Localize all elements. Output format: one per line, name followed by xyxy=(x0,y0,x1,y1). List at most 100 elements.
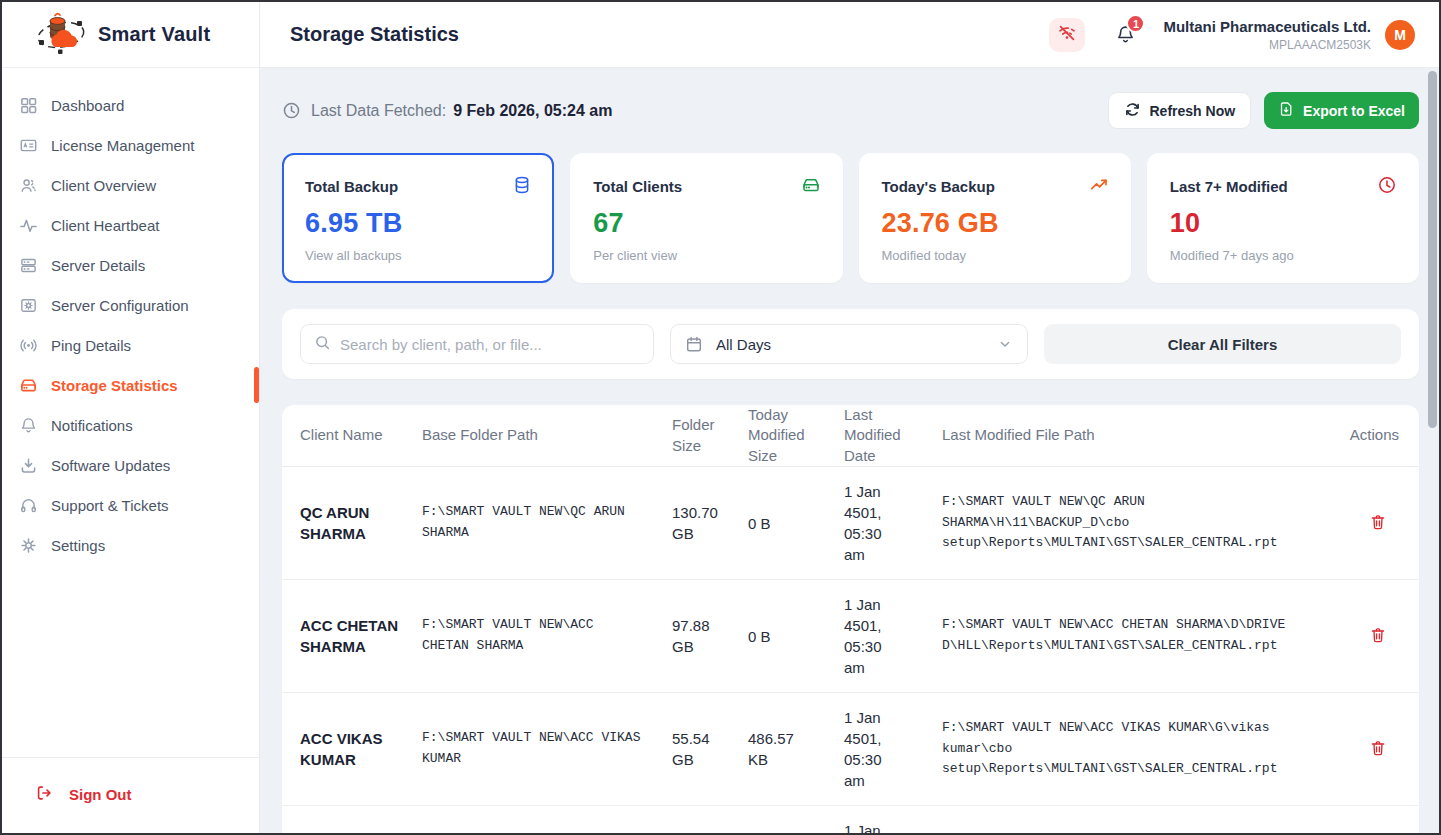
sidebar-item-label: Ping Details xyxy=(51,337,131,354)
base-folder-path-cell: F:\SMART VAULT NEW\ACC CHETAN SHARMA xyxy=(422,615,672,657)
stat-title: Last 7+ Modified xyxy=(1170,175,1288,195)
sidebar-item-settings[interactable]: Settings xyxy=(2,525,259,565)
trash-icon xyxy=(1369,739,1387,760)
stat-value: 10 xyxy=(1170,208,1397,239)
dashboard-icon xyxy=(19,96,38,115)
base-folder-path-cell: F:\SMART VAULT NEW\ACC VIKAS KUMAR xyxy=(422,728,672,770)
last-modified-date-cell: 1 Jan 4501, 05:30 am xyxy=(844,594,942,678)
notification-badge: 1 xyxy=(1126,14,1145,33)
client-name-cell: ACC CHETAN SHARMA xyxy=(300,615,422,657)
sign-out-label: Sign Out xyxy=(69,786,132,803)
table-body: QC ARUN SHARMAF:\SMART VAULT NEW\QC ARUN… xyxy=(282,467,1419,833)
sidebar-item-label: Software Updates xyxy=(51,457,170,474)
chevron-down-icon xyxy=(997,336,1013,352)
sidebar-item-label: Client Heartbeat xyxy=(51,217,159,234)
database-icon xyxy=(512,175,532,199)
topbar: Storage Statistics xyxy=(260,2,1439,68)
smart-vault-logo xyxy=(35,10,87,60)
export-to-excel-button[interactable]: Export to Excel xyxy=(1264,92,1419,129)
actions-cell xyxy=(1333,513,1401,534)
sidebar-item-client-overview[interactable]: Client Overview xyxy=(2,165,259,205)
sidebar-item-storage-statistics[interactable]: Storage Statistics xyxy=(2,365,259,405)
company-info: Multani Pharmaceuticals Ltd. MPLAAACM250… xyxy=(1163,18,1371,52)
stat-caption: View all backups xyxy=(305,248,532,263)
sidebar-item-label: Storage Statistics xyxy=(51,377,178,394)
stat-caption: Per client view xyxy=(593,248,820,263)
sign-out-button[interactable]: Sign Out xyxy=(2,757,259,833)
day-filter-value: All Days xyxy=(716,336,771,353)
clock-icon xyxy=(282,101,301,120)
app-window: Smart Vault DashboardLicense ManagementC… xyxy=(2,2,1439,833)
search-icon xyxy=(314,334,331,355)
delete-button[interactable] xyxy=(1369,739,1387,760)
column-header-client-name: Client Name xyxy=(300,425,422,445)
sidebar-item-dashboard[interactable]: Dashboard xyxy=(2,85,259,125)
avatar[interactable]: M xyxy=(1385,20,1415,50)
trending-up-icon xyxy=(1089,175,1109,199)
delete-button[interactable] xyxy=(1369,626,1387,647)
stat-card-total-backup[interactable]: Total Backup6.95 TBView all backups xyxy=(282,153,554,283)
last-modified-file-path-cell: F:\SMART VAULT NEW\ACC CHETAN SHARMA\D\D… xyxy=(942,615,1333,657)
topbar-right: 1 Multani Pharmaceuticals Ltd. MPLAAACM2… xyxy=(1049,18,1415,52)
connection-status-button[interactable] xyxy=(1049,18,1085,52)
filter-bar: All Days Clear All Filters xyxy=(282,309,1419,379)
calendar-icon xyxy=(685,335,703,353)
sidebar-item-server-details[interactable]: Server Details xyxy=(2,245,259,285)
stat-title: Today's Backup xyxy=(882,175,995,195)
sidebar-item-label: Server Configuration xyxy=(51,297,189,314)
heartbeat-icon xyxy=(19,216,38,235)
ping-icon xyxy=(19,336,38,355)
sidebar-item-server-configuration[interactable]: Server Configuration xyxy=(2,285,259,325)
stat-card-last-7-modified[interactable]: Last 7+ Modified 10 Modified 7+ days ago xyxy=(1147,153,1419,283)
client-name-cell: QC ARUN SHARMA xyxy=(300,502,422,544)
clear-all-filters-button[interactable]: Clear All Filters xyxy=(1044,324,1401,364)
meta-row: Last Data Fetched: 9 Feb 2026, 05:24 am … xyxy=(282,92,1419,129)
export-label: Export to Excel xyxy=(1303,103,1405,119)
sidebar-item-client-heartbeat[interactable]: Client Heartbeat xyxy=(2,205,259,245)
main-area: Storage Statistics xyxy=(260,2,1439,833)
delete-button[interactable] xyxy=(1369,513,1387,534)
users-icon xyxy=(19,176,38,195)
sidebar-item-support-tickets[interactable]: Support & Tickets xyxy=(2,485,259,525)
sidebar-item-label: Dashboard xyxy=(51,97,124,114)
download-icon xyxy=(19,456,38,475)
sidebar-item-label: License Management xyxy=(51,137,194,154)
sidebar-item-label: Client Overview xyxy=(51,177,156,194)
stat-card-today-s-backup[interactable]: Today's Backup23.76 GBModified today xyxy=(859,153,1131,283)
license-icon xyxy=(19,136,38,155)
last-modified-date-cell: 1 Jan 4501, 05:30 am xyxy=(844,481,942,565)
gear-icon xyxy=(19,536,38,555)
company-name: Multani Pharmaceuticals Ltd. xyxy=(1163,18,1371,35)
table-row: QC ARUN SHARMAF:\SMART VAULT NEW\QC ARUN… xyxy=(282,467,1419,580)
column-header-folder-size: Folder Size xyxy=(672,415,748,456)
sidebar-item-label: Support & Tickets xyxy=(51,497,169,514)
search-box xyxy=(300,324,654,364)
sidebar-item-software-updates[interactable]: Software Updates xyxy=(2,445,259,485)
base-folder-path-cell: F:\SMART VAULT NEW\QC ARUN SHARMA xyxy=(422,502,672,544)
notifications-bell[interactable]: 1 xyxy=(1115,24,1136,45)
sidebar-item-ping-details[interactable]: Ping Details xyxy=(2,325,259,365)
sidebar: Smart Vault DashboardLicense ManagementC… xyxy=(2,2,260,833)
refresh-now-button[interactable]: Refresh Now xyxy=(1108,92,1252,129)
logout-icon xyxy=(35,784,53,805)
today-modified-size-cell: 0 B xyxy=(748,513,844,534)
column-header-today-modified-size: Today Modified Size xyxy=(748,405,844,466)
sidebar-item-notifications[interactable]: Notifications xyxy=(2,405,259,445)
stat-card-total-clients[interactable]: Total Clients67Per client view xyxy=(570,153,842,283)
stat-value: 67 xyxy=(593,208,820,239)
sidebar-item-license-management[interactable]: License Management xyxy=(2,125,259,165)
stat-caption: Modified 7+ days ago xyxy=(1170,248,1397,263)
today-modified-size-cell: 486.57 KB xyxy=(748,728,844,770)
folder-size-cell: 55.54 GB xyxy=(672,728,748,770)
scrollbar-thumb[interactable] xyxy=(1428,71,1437,428)
actions-cell xyxy=(1333,626,1401,647)
day-filter-select[interactable]: All Days xyxy=(670,324,1028,364)
search-input[interactable] xyxy=(340,336,640,353)
last-modified-date-cell: 1 Jan 4501, 05:30 am xyxy=(844,707,942,791)
folder-size-cell: 97.88 GB xyxy=(672,615,748,657)
last-modified-file-path-cell: F:\SMART VAULT NEW\QC ARUN SHARMA\H\11\B… xyxy=(942,492,1333,554)
sidebar-item-label: Settings xyxy=(51,537,105,554)
today-modified-size-cell: 0 B xyxy=(748,626,844,647)
table-row: 1 Jan 4501, 05:30 am xyxy=(282,806,1419,833)
table-row: ACC CHETAN SHARMAF:\SMART VAULT NEW\ACC … xyxy=(282,580,1419,693)
